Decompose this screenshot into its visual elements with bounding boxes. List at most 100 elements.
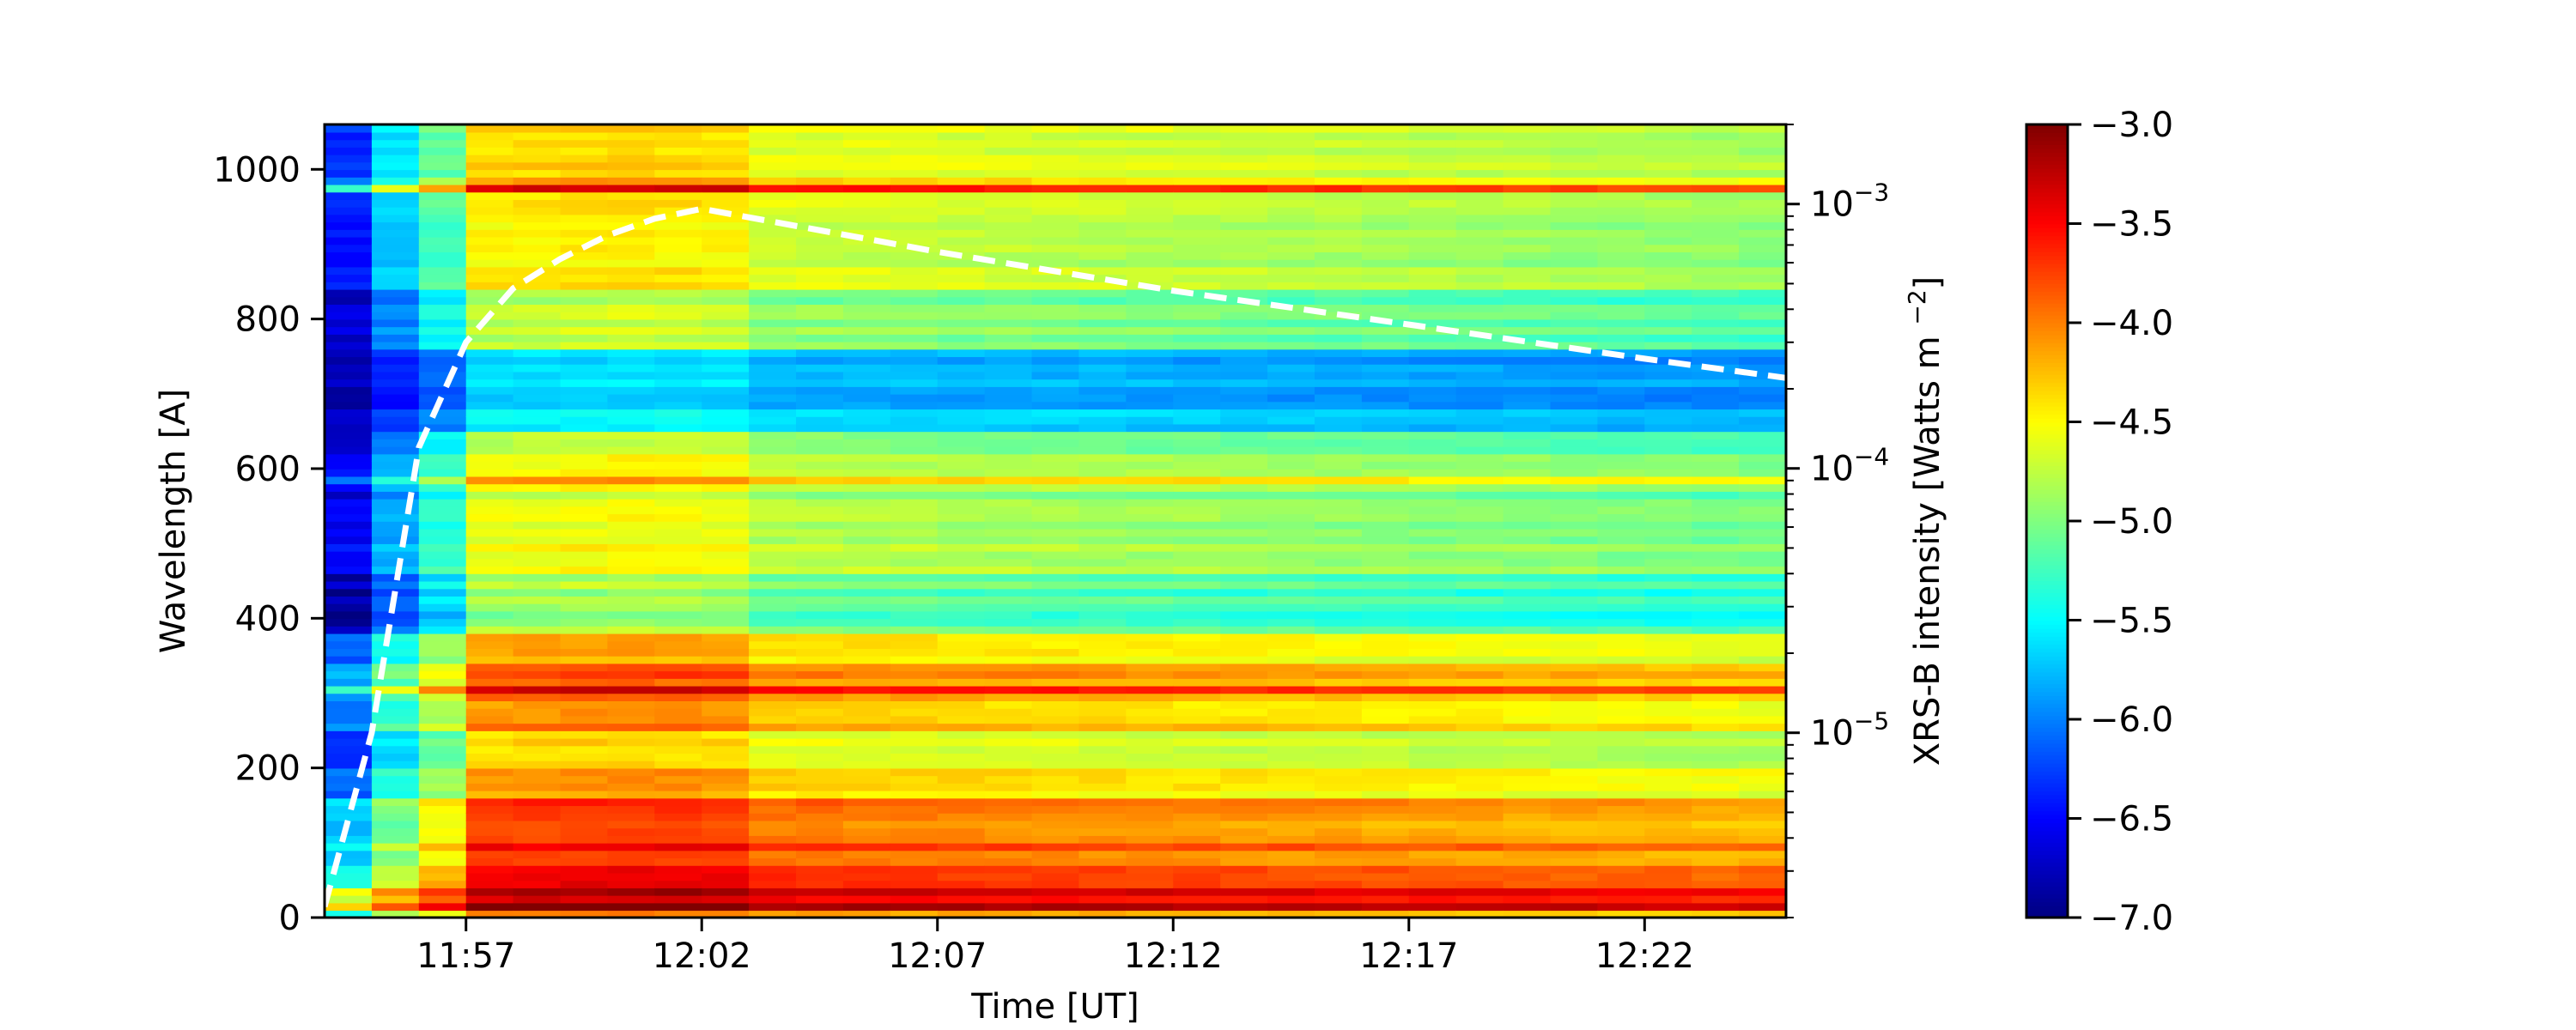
heatmap-cell xyxy=(1314,371,1363,380)
heatmap-cell xyxy=(1078,282,1127,290)
heatmap-cell xyxy=(371,409,420,417)
heatmap-cell xyxy=(1126,318,1175,328)
heatmap-cell xyxy=(1078,476,1127,485)
colorbar-segment xyxy=(2026,493,2068,499)
heatmap-cell xyxy=(513,872,562,882)
heatmap-cell xyxy=(1220,154,1268,163)
heatmap-cell xyxy=(465,850,514,859)
heatmap-cell xyxy=(1220,266,1268,276)
heatmap-cell xyxy=(749,296,797,306)
heatmap-cell xyxy=(418,864,467,874)
heatmap-cell xyxy=(1361,888,1410,896)
heatmap-cell xyxy=(465,670,514,679)
heatmap-cell xyxy=(1408,902,1457,912)
heatmap-cell xyxy=(890,767,939,777)
heatmap-cell xyxy=(1220,161,1268,171)
heatmap-cell xyxy=(1314,678,1363,687)
heatmap-cell xyxy=(1126,633,1175,642)
colorbar-segment xyxy=(2026,378,2068,384)
heatmap-cell xyxy=(796,550,844,560)
heatmap-cell xyxy=(1503,341,1552,350)
heatmap-cell xyxy=(749,326,797,335)
heatmap-cell xyxy=(749,543,797,552)
heatmap-cell xyxy=(1031,753,1080,761)
heatmap-cell xyxy=(1455,401,1504,410)
heatmap-cell xyxy=(1550,371,1599,380)
colorbar-segment xyxy=(2026,699,2068,705)
heatmap-cell xyxy=(1126,850,1175,859)
heatmap-cell xyxy=(1314,550,1363,560)
heatmap-cell xyxy=(325,596,373,604)
heatmap-cell xyxy=(465,199,514,208)
heatmap-cell xyxy=(937,618,986,627)
heatmap-cell xyxy=(1644,251,1692,260)
heatmap-cell xyxy=(890,588,939,597)
heatmap-cell xyxy=(796,221,844,230)
heatmap-cell xyxy=(1031,131,1080,141)
heatmap-cell xyxy=(371,827,420,836)
colorbar-segment xyxy=(2026,647,2068,653)
heatmap-cell xyxy=(1220,251,1268,260)
colorbar-segment xyxy=(2026,632,2068,637)
heatmap-cell xyxy=(1739,588,1787,597)
heatmap-cell xyxy=(1644,191,1692,200)
heatmap-cell xyxy=(513,648,562,657)
heatmap-cell xyxy=(890,640,939,649)
colorbar-segment xyxy=(2026,485,2068,490)
heatmap-cell xyxy=(796,274,844,282)
heatmap-cell xyxy=(1031,723,1080,731)
heatmap-cell xyxy=(1126,543,1175,552)
heatmap-cell xyxy=(325,550,373,560)
heatmap-cell xyxy=(1503,476,1552,485)
heatmap-cell xyxy=(465,730,514,739)
heatmap-cell xyxy=(371,610,420,620)
heatmap-cell xyxy=(1692,461,1740,470)
heatmap-cell xyxy=(465,536,514,544)
heatmap-cell xyxy=(984,445,1033,455)
heatmap-cell xyxy=(1692,236,1740,245)
heatmap-cell xyxy=(702,191,750,200)
heatmap-cell xyxy=(1267,169,1315,178)
heatmap-cell xyxy=(371,236,420,245)
heatmap-cell xyxy=(1220,461,1268,470)
heatmap-cell xyxy=(1031,415,1080,425)
heatmap-cell xyxy=(465,409,514,417)
colorbar-segment xyxy=(2026,627,2068,633)
heatmap-cell xyxy=(1503,409,1552,417)
heatmap-cell xyxy=(325,521,373,530)
heatmap-cell xyxy=(325,409,373,417)
heatmap-cell xyxy=(607,169,656,178)
heatmap-cell xyxy=(1739,423,1787,433)
heatmap-cell xyxy=(842,379,891,387)
heatmap-cell xyxy=(1550,640,1599,649)
heatmap-cell xyxy=(890,685,939,694)
heatmap-cell xyxy=(1173,296,1221,306)
heatmap-cell xyxy=(984,498,1033,507)
heatmap-cell xyxy=(1031,282,1080,290)
heatmap-cell xyxy=(1455,521,1504,530)
y-tick-label: 800 xyxy=(235,300,301,340)
heatmap-cell xyxy=(1455,304,1504,312)
heatmap-cell xyxy=(1644,371,1692,380)
heatmap-cell xyxy=(513,812,562,821)
heatmap-cell xyxy=(1455,685,1504,694)
heatmap-cell xyxy=(1644,693,1692,702)
heatmap-cell xyxy=(1692,894,1740,904)
heatmap-cell xyxy=(796,760,844,769)
heatmap-cell xyxy=(1408,910,1457,918)
heatmap-cell xyxy=(465,431,514,439)
heatmap-cell xyxy=(465,626,514,634)
heatmap-cell xyxy=(654,513,703,522)
heatmap-cell xyxy=(1692,693,1740,702)
heatmap-cell xyxy=(513,610,562,620)
heatmap-cell xyxy=(371,304,420,312)
heatmap-cell xyxy=(1455,214,1504,223)
heatmap-cell xyxy=(1550,491,1599,500)
heatmap-cell xyxy=(465,842,514,851)
heatmap-cell xyxy=(1126,483,1175,492)
heatmap-cell xyxy=(1692,588,1740,597)
heatmap-cell xyxy=(1126,326,1175,335)
heatmap-cell xyxy=(465,221,514,230)
heatmap-cell xyxy=(1692,206,1740,215)
heatmap-cell xyxy=(1314,393,1363,403)
